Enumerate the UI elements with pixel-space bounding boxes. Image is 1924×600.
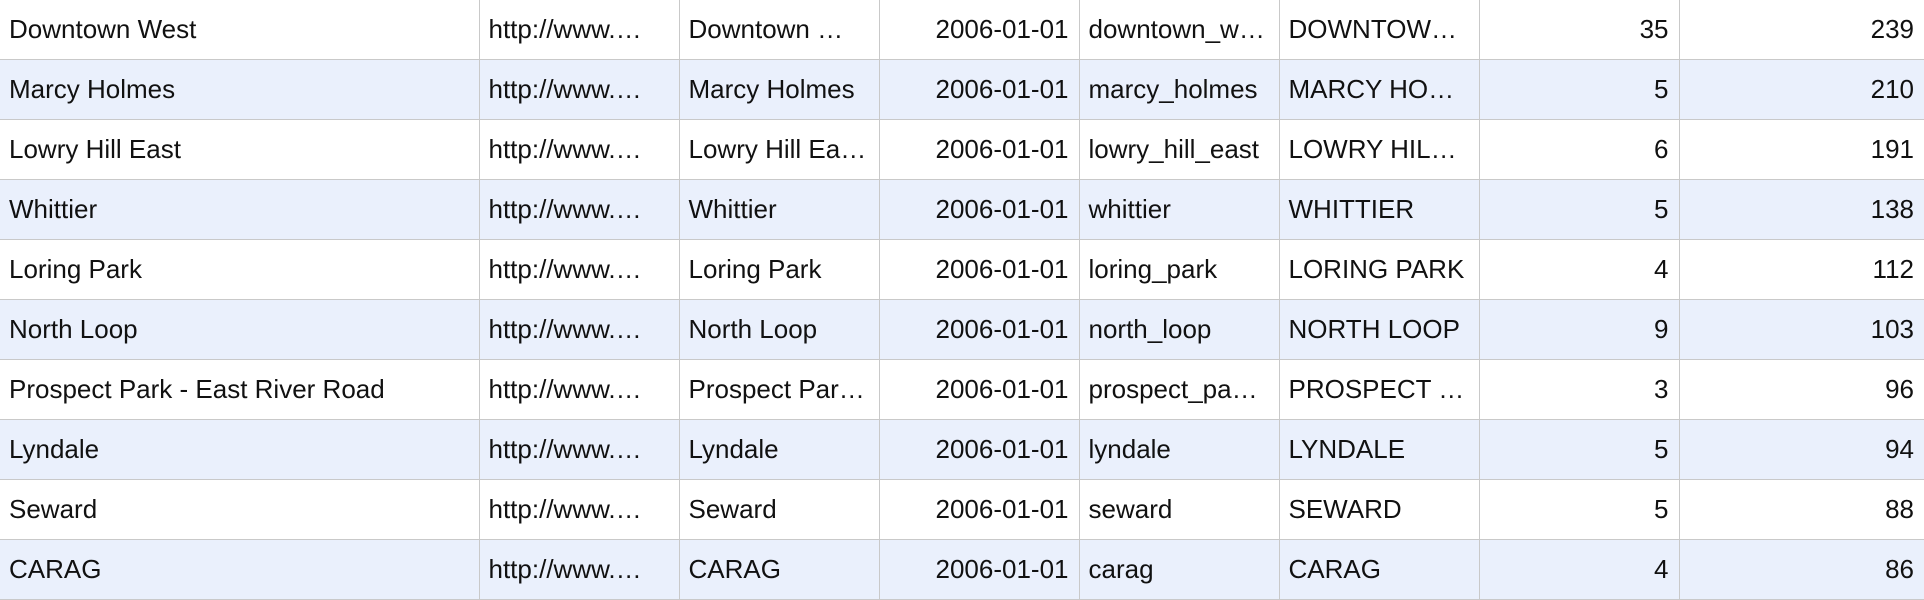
cell-date[interactable]: 2006-01-01 bbox=[879, 359, 1080, 420]
cell-url[interactable]: http://www.… bbox=[479, 539, 680, 600]
cell-neighborhood-name[interactable]: Seward bbox=[0, 479, 480, 540]
cell-count-large[interactable]: 94 bbox=[1679, 419, 1924, 480]
table-row[interactable]: CARAG http://www.… CARAG 2006-01-01 carag CAR… bbox=[0, 539, 1924, 600]
cell-upper-name[interactable]: NORTH LOOP bbox=[1279, 299, 1480, 360]
cell-date[interactable]: 2006-01-01 bbox=[879, 239, 1080, 300]
cell-neighborhood-name[interactable]: Marcy Holmes bbox=[0, 59, 480, 120]
cell-upper-name[interactable]: LOWRY HILL… bbox=[1279, 119, 1480, 180]
cell-count-large[interactable]: 239 bbox=[1679, 0, 1924, 60]
table-row[interactable]: Whittier http://www.… Whittier 2006-01-01 wh… bbox=[0, 179, 1924, 240]
cell-count-large[interactable]: 103 bbox=[1679, 299, 1924, 360]
cell-display-name[interactable]: Lowry Hill Ea… bbox=[679, 119, 880, 180]
cell-count-small[interactable]: 5 bbox=[1479, 479, 1680, 540]
cell-slug[interactable]: seward bbox=[1079, 479, 1280, 540]
cell-neighborhood-name[interactable]: Whittier bbox=[0, 179, 480, 240]
cell-neighborhood-name[interactable]: CARAG bbox=[0, 539, 480, 600]
cell-url[interactable]: http://www.… bbox=[479, 179, 680, 240]
cell-count-large[interactable]: 138 bbox=[1679, 179, 1924, 240]
cell-count-small[interactable]: 5 bbox=[1479, 179, 1680, 240]
cell-slug[interactable]: whittier bbox=[1079, 179, 1280, 240]
cell-display-name[interactable]: CARAG bbox=[679, 539, 880, 600]
table-row[interactable]: Seward http://www.… Seward 2006-01-01 seward… bbox=[0, 479, 1924, 540]
cell-count-small[interactable]: 5 bbox=[1479, 59, 1680, 120]
table-row[interactable]: Marcy Holmes http://www.… Marcy Holmes 2006… bbox=[0, 59, 1924, 120]
cell-count-small[interactable]: 4 bbox=[1479, 539, 1680, 600]
cell-date[interactable]: 2006-01-01 bbox=[879, 479, 1080, 540]
cell-count-small[interactable]: 35 bbox=[1479, 0, 1680, 60]
cell-count-small[interactable]: 5 bbox=[1479, 419, 1680, 480]
cell-upper-name[interactable]: SEWARD bbox=[1279, 479, 1480, 540]
cell-slug[interactable]: lyndale bbox=[1079, 419, 1280, 480]
cell-upper-name[interactable]: PROSPECT … bbox=[1279, 359, 1480, 420]
cell-url[interactable]: http://www.… bbox=[479, 59, 680, 120]
cell-display-name[interactable]: Downtown … bbox=[679, 0, 880, 60]
cell-count-small[interactable]: 4 bbox=[1479, 239, 1680, 300]
cell-slug[interactable]: lowry_hill_east bbox=[1079, 119, 1280, 180]
cell-url[interactable]: http://www.… bbox=[479, 119, 680, 180]
cell-count-large[interactable]: 112 bbox=[1679, 239, 1924, 300]
cell-neighborhood-name[interactable]: Downtown West bbox=[0, 0, 480, 60]
cell-url[interactable]: http://www.… bbox=[479, 0, 680, 60]
cell-date[interactable]: 2006-01-01 bbox=[879, 0, 1080, 60]
cell-count-large[interactable]: 86 bbox=[1679, 539, 1924, 600]
cell-slug[interactable]: downtown_w… bbox=[1079, 0, 1280, 60]
cell-count-large[interactable]: 96 bbox=[1679, 359, 1924, 420]
cell-date[interactable]: 2006-01-01 bbox=[879, 119, 1080, 180]
cell-upper-name[interactable]: DOWNTOW… bbox=[1279, 0, 1480, 60]
cell-count-large[interactable]: 191 bbox=[1679, 119, 1924, 180]
cell-slug[interactable]: north_loop bbox=[1079, 299, 1280, 360]
cell-neighborhood-name[interactable]: Prospect Park - East River Road bbox=[0, 359, 480, 420]
cell-slug[interactable]: prospect_pa… bbox=[1079, 359, 1280, 420]
cell-date[interactable]: 2006-01-01 bbox=[879, 299, 1080, 360]
cell-display-name[interactable]: Prospect Par… bbox=[679, 359, 880, 420]
cell-upper-name[interactable]: LYNDALE bbox=[1279, 419, 1480, 480]
table-row[interactable]: Prospect Park - East River Road http://ww… bbox=[0, 359, 1924, 420]
cell-date[interactable]: 2006-01-01 bbox=[879, 179, 1080, 240]
cell-neighborhood-name[interactable]: North Loop bbox=[0, 299, 480, 360]
cell-upper-name[interactable]: CARAG bbox=[1279, 539, 1480, 600]
cell-count-small[interactable]: 6 bbox=[1479, 119, 1680, 180]
cell-date[interactable]: 2006-01-01 bbox=[879, 419, 1080, 480]
table-row[interactable]: Downtown West http://www.… Downtown … 2006-… bbox=[0, 0, 1924, 60]
cell-upper-name[interactable]: LORING PARK bbox=[1279, 239, 1480, 300]
cell-count-small[interactable]: 3 bbox=[1479, 359, 1680, 420]
cell-display-name[interactable]: Marcy Holmes bbox=[679, 59, 880, 120]
cell-neighborhood-name[interactable]: Lyndale bbox=[0, 419, 480, 480]
cell-count-small[interactable]: 9 bbox=[1479, 299, 1680, 360]
table-row[interactable]: Lyndale http://www.… Lyndale 2006-01-01 lynd… bbox=[0, 419, 1924, 480]
cell-url[interactable]: http://www.… bbox=[479, 299, 680, 360]
cell-display-name[interactable]: Seward bbox=[679, 479, 880, 540]
cell-slug[interactable]: carag bbox=[1079, 539, 1280, 600]
cell-date[interactable]: 2006-01-01 bbox=[879, 539, 1080, 600]
table-row[interactable]: Loring Park http://www.… Loring Park 2006-0… bbox=[0, 239, 1924, 300]
cell-url[interactable]: http://www.… bbox=[479, 419, 680, 480]
cell-display-name[interactable]: Lyndale bbox=[679, 419, 880, 480]
cell-url[interactable]: http://www.… bbox=[479, 479, 680, 540]
cell-slug[interactable]: marcy_holmes bbox=[1079, 59, 1280, 120]
cell-url[interactable]: http://www.… bbox=[479, 359, 680, 420]
cell-url[interactable]: http://www.… bbox=[479, 239, 680, 300]
cell-count-large[interactable]: 88 bbox=[1679, 479, 1924, 540]
table-row[interactable]: North Loop http://www.… North Loop 2006-01-… bbox=[0, 299, 1924, 360]
cell-display-name[interactable]: Whittier bbox=[679, 179, 880, 240]
cell-upper-name[interactable]: WHITTIER bbox=[1279, 179, 1480, 240]
cell-display-name[interactable]: Loring Park bbox=[679, 239, 880, 300]
cell-display-name[interactable]: North Loop bbox=[679, 299, 880, 360]
cell-neighborhood-name[interactable]: Lowry Hill East bbox=[0, 119, 480, 180]
cell-neighborhood-name[interactable]: Loring Park bbox=[0, 239, 480, 300]
table-row[interactable]: Lowry Hill East http://www.… Lowry Hill Ea… bbox=[0, 119, 1924, 180]
cell-slug[interactable]: loring_park bbox=[1079, 239, 1280, 300]
cell-count-large[interactable]: 210 bbox=[1679, 59, 1924, 120]
cell-upper-name[interactable]: MARCY HOL… bbox=[1279, 59, 1480, 120]
cell-date[interactable]: 2006-01-01 bbox=[879, 59, 1080, 120]
